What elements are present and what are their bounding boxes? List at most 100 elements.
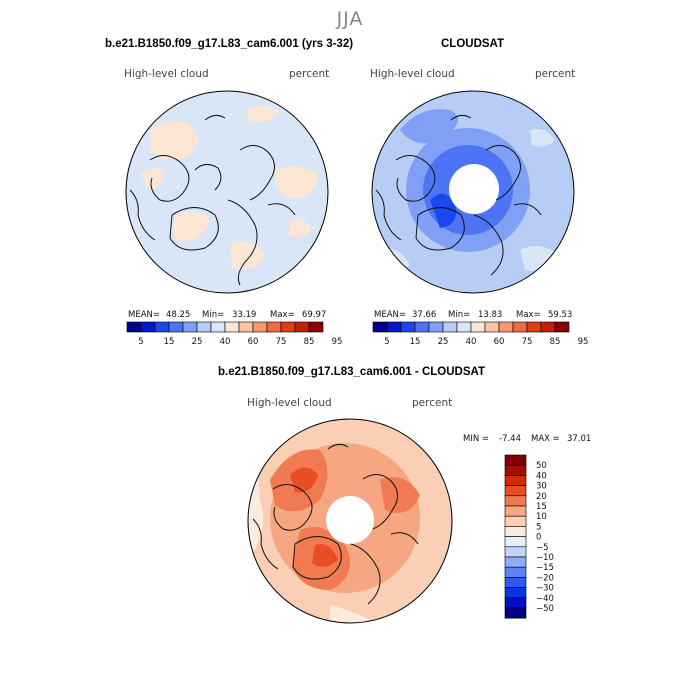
obs-missing-data-hole bbox=[449, 164, 499, 214]
colorbar-tick-label: 20 bbox=[536, 492, 547, 502]
obs-colorbar: 5 15 25 40 60 75 85 95 bbox=[372, 321, 588, 347]
colorbar-tick-label: 60 bbox=[494, 337, 505, 347]
model-mean-label: MEAN= bbox=[128, 310, 160, 320]
diff-coastlines bbox=[252, 443, 419, 605]
model-field-patch bbox=[172, 211, 210, 242]
colorbar-tick-label: 15 bbox=[164, 337, 175, 347]
diff-min-label: MIN = bbox=[463, 434, 490, 444]
colorbar-swatch bbox=[504, 454, 527, 466]
model-colorbar: 5 15 25 40 60 75 85 95 bbox=[126, 321, 342, 347]
obs-map-border bbox=[371, 90, 575, 294]
obs-max-value: 59.53 bbox=[548, 310, 573, 320]
diff-units-label: percent bbox=[412, 397, 453, 409]
season-title: JJA bbox=[336, 8, 364, 30]
model-min-label: Min= bbox=[202, 310, 225, 320]
diff-max-value: 37.01 bbox=[567, 434, 592, 444]
colorbar-tick-label: 10 bbox=[536, 512, 547, 522]
colorbar-swatch bbox=[504, 546, 527, 558]
model-variable-label: High-level cloud bbox=[124, 68, 209, 80]
colorbar-tick-label: 75 bbox=[276, 337, 287, 347]
model-min-value: 33.19 bbox=[232, 310, 257, 320]
model-field-patch bbox=[140, 168, 165, 190]
obs-units-label: percent bbox=[535, 68, 576, 80]
model-mean-value: 48.25 bbox=[166, 310, 191, 320]
colorbar-tick-label: −5 bbox=[536, 543, 549, 553]
colorbar-swatch bbox=[308, 321, 324, 333]
colorbar-tick-label: 25 bbox=[438, 337, 449, 347]
model-field-patch bbox=[150, 121, 198, 160]
colorbar-tick-label: 40 bbox=[220, 337, 231, 347]
diff-max-label: MAX = bbox=[531, 434, 560, 444]
obs-min-label: Min= bbox=[448, 310, 471, 320]
colorbar-swatch bbox=[504, 475, 527, 486]
colorbar-swatch bbox=[504, 505, 527, 517]
colorbar-swatch bbox=[504, 515, 527, 527]
colorbar-tick-label: 5 bbox=[384, 337, 389, 347]
obs-field-patch bbox=[430, 193, 456, 228]
diff-min-value: -7.44 bbox=[499, 434, 521, 444]
colorbar-tick-label: 15 bbox=[536, 502, 547, 512]
model-units-label: percent bbox=[289, 68, 330, 80]
model-field-patch bbox=[274, 166, 318, 199]
obs-field-patch bbox=[530, 128, 555, 147]
colorbar-tick-label: 95 bbox=[332, 337, 343, 347]
colorbar-swatch bbox=[504, 566, 527, 578]
colorbar-tick-label: −50 bbox=[536, 604, 554, 614]
colorbar-tick-label: 0 bbox=[536, 533, 541, 543]
colorbar-swatch bbox=[504, 464, 527, 476]
colorbar-swatch bbox=[504, 607, 527, 619]
model-max-label: Max= bbox=[270, 310, 295, 320]
obs-max-label: Max= bbox=[516, 310, 541, 320]
diff-field-patch bbox=[380, 477, 420, 513]
model-field-patch bbox=[245, 105, 280, 123]
colorbar-tick-label: 50 bbox=[536, 461, 547, 471]
diff-map-border bbox=[247, 418, 453, 624]
colorbar-tick-label: −40 bbox=[536, 594, 554, 604]
model-map-border bbox=[125, 90, 329, 294]
colorbar-swatch bbox=[504, 526, 527, 537]
diff-field-patch bbox=[312, 544, 338, 567]
diff-missing-data-hole bbox=[326, 496, 374, 544]
colorbar-swatch bbox=[504, 577, 527, 588]
obs-variable-label: High-level cloud bbox=[370, 68, 455, 80]
diff-variable-label: High-level cloud bbox=[247, 397, 332, 409]
colorbar-tick-label: 5 bbox=[138, 337, 143, 347]
colorbar-tick-label: 5 bbox=[536, 522, 541, 532]
obs-panel-title: CLOUDSAT bbox=[441, 38, 505, 50]
model-coastlines bbox=[129, 114, 296, 286]
colorbar-swatch bbox=[504, 485, 527, 497]
colorbar-tick-label: 30 bbox=[536, 482, 547, 492]
model-field-patch bbox=[288, 218, 312, 238]
colorbar-tick-label: 15 bbox=[410, 337, 421, 347]
colorbar-tick-label: −30 bbox=[536, 584, 554, 594]
diff-panel-title: b.e21.B1850.f09_g17.L83_cam6.001 - CLOUD… bbox=[218, 366, 485, 378]
obs-mean-label: MEAN= bbox=[374, 310, 406, 320]
diff-field-patch bbox=[290, 467, 318, 493]
obs-coastlines bbox=[375, 114, 542, 276]
colorbar-swatch bbox=[554, 321, 570, 333]
model-panel-title: b.e21.B1850.f09_g17.L83_cam6.001 (yrs 3-… bbox=[105, 38, 354, 50]
colorbar-swatch bbox=[504, 597, 527, 609]
colorbar-swatch bbox=[504, 536, 527, 548]
colorbar-tick-label: −10 bbox=[536, 553, 554, 563]
model-field-patch bbox=[230, 241, 265, 270]
colorbar-tick-label: −20 bbox=[536, 573, 554, 583]
obs-mean-value: 37.66 bbox=[412, 310, 437, 320]
obs-min-value: 13.83 bbox=[478, 310, 503, 320]
colorbar-tick-label: 75 bbox=[522, 337, 533, 347]
colorbar-tick-label: 85 bbox=[304, 337, 315, 347]
colorbar-tick-label: 25 bbox=[192, 337, 203, 347]
colorbar-swatch bbox=[504, 556, 527, 568]
colorbar-swatch bbox=[504, 495, 527, 507]
colorbar-tick-label: 60 bbox=[248, 337, 259, 347]
model-max-value: 69.97 bbox=[302, 310, 327, 320]
colorbar-swatch bbox=[504, 587, 527, 599]
colorbar-tick-label: 40 bbox=[466, 337, 477, 347]
colorbar-tick-label: −15 bbox=[536, 563, 554, 573]
diff-field-patch bbox=[330, 605, 370, 623]
colorbar-tick-label: 40 bbox=[536, 471, 547, 481]
